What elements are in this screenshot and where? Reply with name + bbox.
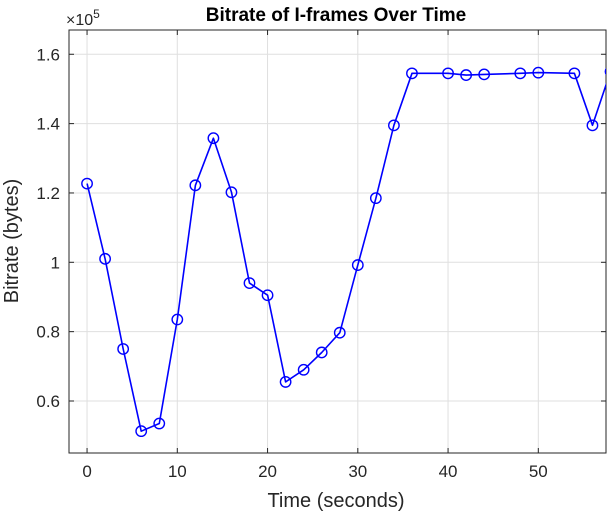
data-point <box>442 67 454 80</box>
data-point <box>369 192 382 205</box>
y-tick-label: 1.6 <box>36 45 60 64</box>
series-line <box>86 71 606 433</box>
data-point <box>117 343 130 355</box>
data-point <box>81 177 93 190</box>
x-tick-label: 10 <box>168 462 187 481</box>
data-point <box>604 67 606 76</box>
tick-labels: 0 10 20 30 40 50 0.6 0.8 1 1.2 1.4 1.6 <box>36 45 547 481</box>
chart-title: Bitrate of I-frames Over Time <box>206 5 466 26</box>
x-axis-title: Time (seconds) <box>267 490 404 512</box>
data-point <box>333 326 346 339</box>
x-tick-label: 40 <box>439 462 458 481</box>
x-tick-label: 20 <box>258 462 277 481</box>
y-exponent-label: ×105 <box>66 7 100 29</box>
data-point <box>261 289 274 302</box>
data-point <box>225 186 238 199</box>
data-point <box>171 313 184 326</box>
data-point <box>351 259 364 271</box>
y-tick-label: 1.2 <box>36 184 60 203</box>
data-point <box>460 69 473 81</box>
x-tick-label: 30 <box>348 462 367 481</box>
grid-lines <box>69 30 606 453</box>
data-point <box>99 252 112 265</box>
y-exponent-base: ×10 <box>66 12 93 29</box>
data-point <box>406 67 418 80</box>
x-tick-label: 0 <box>82 462 91 481</box>
y-tick-label: 1 <box>51 253 60 272</box>
data-point <box>297 363 310 376</box>
plot-area <box>69 30 606 453</box>
data-point <box>243 277 256 290</box>
y-tick-label: 0.6 <box>36 392 60 411</box>
data-point <box>189 179 202 192</box>
x-tick-label: 50 <box>529 462 548 481</box>
y-tick-label: 1.4 <box>36 115 60 134</box>
data-point <box>135 425 148 438</box>
plot-frame <box>68 29 607 454</box>
data-point <box>478 68 491 81</box>
data-point <box>153 417 166 430</box>
data-point <box>568 67 581 80</box>
y-axis-title: Bitrate (bytes) <box>1 179 23 303</box>
data-point <box>532 66 545 79</box>
data-point <box>279 376 292 388</box>
y-tick-label: 0.8 <box>36 323 60 342</box>
axis-ticks <box>69 30 606 453</box>
data-point <box>586 119 599 132</box>
data-point <box>207 132 220 145</box>
data-point <box>388 119 400 132</box>
data-point <box>315 346 328 359</box>
data-series <box>81 66 606 438</box>
y-exponent-power: 5 <box>93 7 100 21</box>
data-point <box>514 67 527 80</box>
